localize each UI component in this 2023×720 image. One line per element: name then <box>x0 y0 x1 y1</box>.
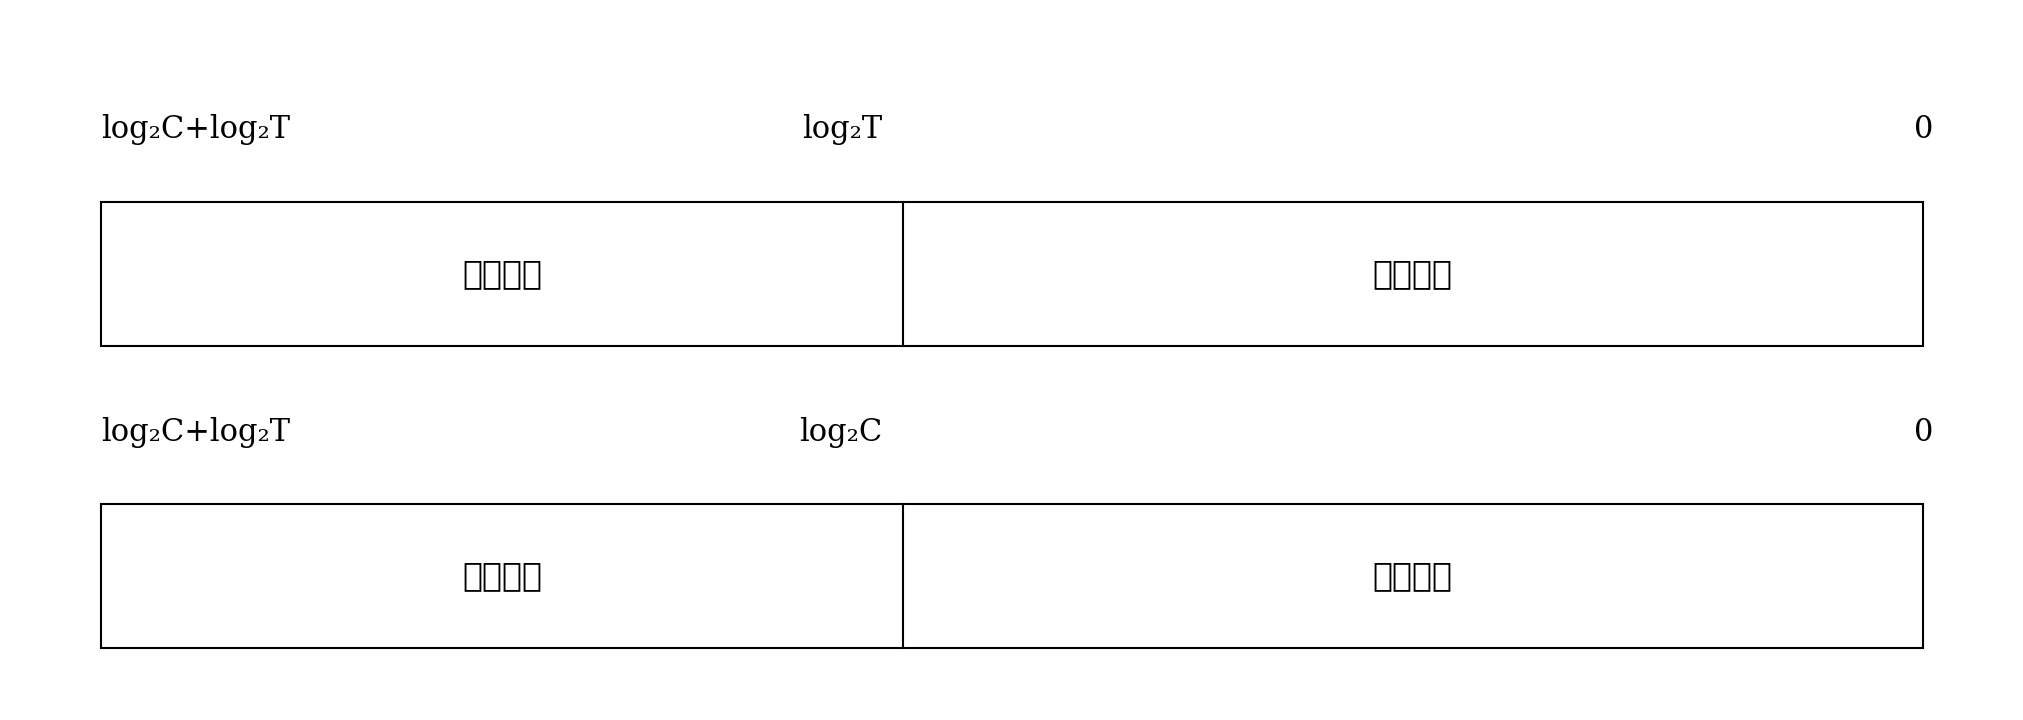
Text: 0: 0 <box>1912 114 1932 145</box>
Text: 0: 0 <box>1912 416 1932 448</box>
Text: log₂C+log₂T: log₂C+log₂T <box>101 416 289 448</box>
Bar <box>101 202 1922 346</box>
Text: log₂C: log₂C <box>799 416 882 448</box>
Text: 分块模式: 分块模式 <box>461 257 542 290</box>
Text: 线程模式: 线程模式 <box>461 559 542 593</box>
Text: 线程模式: 线程模式 <box>1372 257 1453 290</box>
Bar <box>101 504 1922 648</box>
Text: log₂C+log₂T: log₂C+log₂T <box>101 114 289 145</box>
Text: log₂T: log₂T <box>801 114 882 145</box>
Text: 分块模式: 分块模式 <box>1372 559 1453 593</box>
